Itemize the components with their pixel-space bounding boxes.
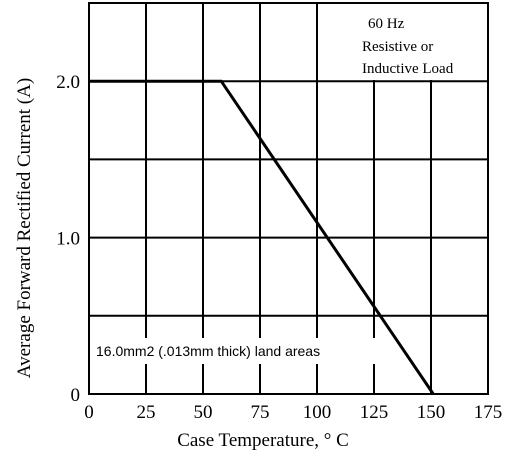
land-area-label-box <box>91 338 377 364</box>
y-axis-title: Average Forward Rectified Current (A) <box>14 78 35 378</box>
condition-load-line2: Inductive Load <box>362 61 454 77</box>
condition-frequency: 60 Hz <box>368 16 405 32</box>
derating-curve <box>89 79 435 395</box>
condition-load-line1: Resistive or <box>362 39 433 55</box>
x-tick-label: 0 <box>84 402 94 423</box>
x-axis-title: Case Temperature, ° C <box>177 430 349 451</box>
conditions-box <box>358 4 488 80</box>
plot-frame <box>88 2 489 395</box>
chart-series <box>89 79 435 395</box>
x-tick-label: 100 <box>303 402 332 423</box>
x-tick-label: 25 <box>137 402 156 423</box>
y-tick-label: 2.0 <box>56 72 80 93</box>
y-tick-label: 1.0 <box>56 229 80 250</box>
x-tick-label: 75 <box>251 402 270 423</box>
x-tick-label: 50 <box>194 402 213 423</box>
chart-ticks: 0 25 50 75 100 125 150 175 0 1.0 2.0 <box>56 72 502 423</box>
x-tick-label: 125 <box>360 402 389 423</box>
x-tick-label: 150 <box>417 402 446 423</box>
x-tick-label: 175 <box>474 402 503 423</box>
land-area-label: 16.0mm2 (.013mm thick) land areas <box>96 343 320 359</box>
y-tick-label: 0 <box>71 385 81 406</box>
